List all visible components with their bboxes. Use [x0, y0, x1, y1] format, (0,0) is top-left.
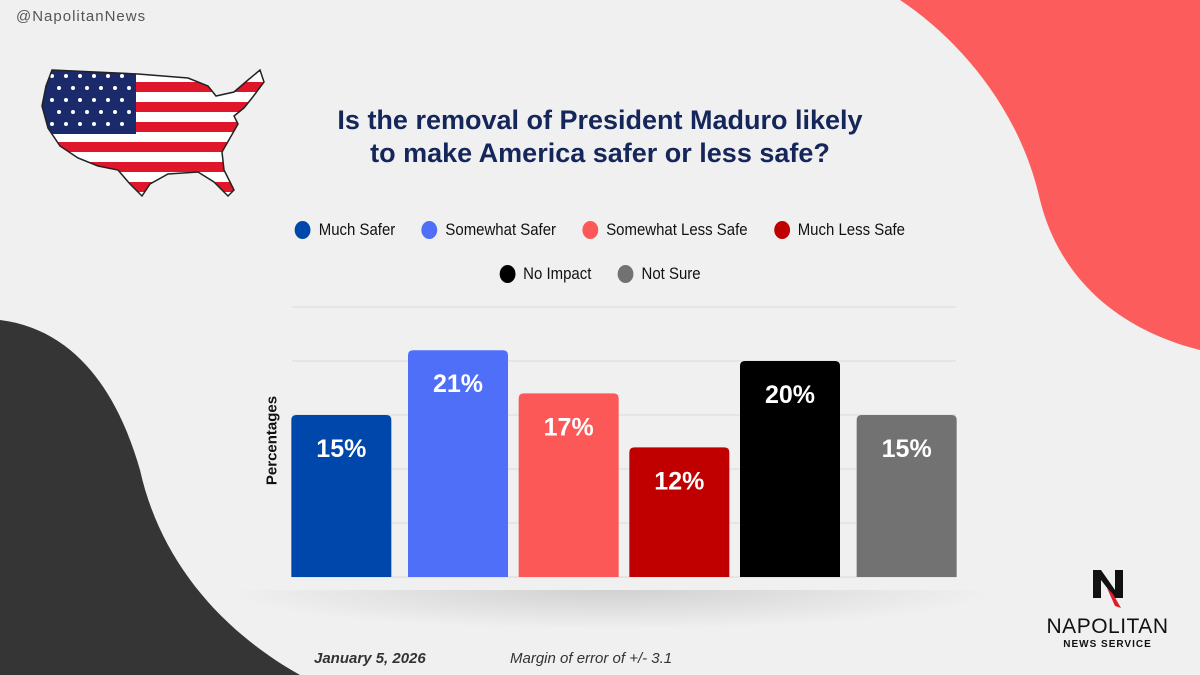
bar-not-sure: [856, 415, 957, 577]
coral-blob: [900, 0, 1200, 350]
legend-item: Much Less Safe: [773, 220, 906, 240]
bar-somewhat-safer: [408, 350, 508, 577]
bar-much-less-safe: [629, 447, 730, 577]
legend-item: Not Sure: [617, 264, 701, 284]
chart-title: Is the removal of President Maduro likel…: [250, 104, 950, 170]
legend-swatch: [582, 221, 599, 239]
bar-no-impact: [740, 361, 840, 577]
data-label: 17%: [544, 413, 594, 441]
napolitan-n-logo-icon: [1092, 570, 1123, 608]
legend-label: Somewhat Less Safe: [606, 220, 748, 239]
napolitan-logo: NAPOLITAN NEWS SERVICE: [1040, 568, 1175, 650]
data-label: 15%: [316, 435, 366, 463]
legend-item: Much Safer: [294, 220, 396, 240]
margin-of-error: Margin of error of +/- 3.1: [510, 650, 673, 667]
legend-item: Somewhat Less Safe: [582, 220, 748, 240]
chart-shadow: [220, 590, 1000, 630]
legend-label: Not Sure: [641, 264, 701, 283]
poll-date: January 5, 2026: [314, 650, 426, 667]
social-handle: @NapolitanNews: [16, 8, 147, 25]
legend-swatch: [617, 265, 634, 283]
usa-flag-map-icon: [41, 68, 265, 198]
legend-swatch: [294, 221, 311, 239]
data-label: 21%: [433, 370, 483, 398]
legend-label: No Impact: [523, 264, 592, 283]
legend-swatch: [773, 221, 790, 239]
data-label: 15%: [882, 435, 932, 463]
legend-swatch: [421, 221, 438, 239]
logo-subtitle: NEWS SERVICE: [1063, 639, 1152, 650]
bar-somewhat-less-safe: [518, 393, 619, 577]
title-line-2: to make America safer or less safe?: [370, 138, 830, 168]
legend-label: Much Less Safe: [797, 220, 906, 239]
data-label: 12%: [654, 467, 704, 495]
legend-label: Much Safer: [318, 220, 396, 239]
legend-row-1: Much Safer Somewhat Safer Somewhat Less …: [72, 220, 1128, 240]
legend-row-2: No Impact Not Sure: [72, 264, 1128, 284]
dark-blob: [0, 320, 300, 675]
bar-much-safer: [291, 415, 392, 577]
data-label: 20%: [765, 381, 815, 409]
legend-label: Somewhat Safer: [445, 220, 557, 239]
legend-swatch: [499, 265, 516, 283]
legend-item: Somewhat Safer: [421, 220, 557, 240]
legend-item: No Impact: [499, 264, 591, 284]
logo-name: NAPOLITAN: [1046, 615, 1169, 638]
title-line-1: Is the removal of President Maduro likel…: [337, 105, 863, 135]
